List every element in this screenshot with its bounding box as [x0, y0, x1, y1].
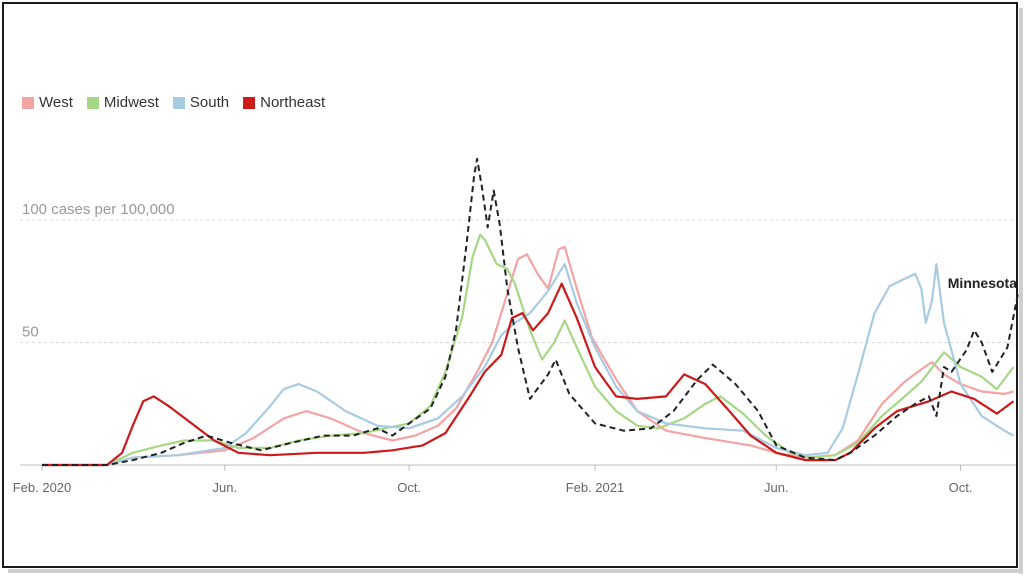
x-tick-label: Feb. 2021: [566, 480, 625, 495]
chart-legend: West Midwest South Northeast: [22, 94, 325, 111]
series-line-south: [42, 263, 1015, 467]
series-annotation-minnesota: Minnesota: [948, 275, 1017, 291]
x-tick-label: Jun.: [764, 480, 789, 495]
legend-item-northeast: Northeast: [243, 94, 325, 111]
legend-swatch: [86, 96, 99, 109]
y-grid-label-50: 50: [22, 324, 39, 341]
legend-item-midwest: Midwest: [86, 94, 159, 111]
legend-item-south: South: [172, 94, 230, 111]
legend-label: South: [189, 94, 230, 111]
frame-shadow-bottom: [8, 569, 1023, 573]
x-tick-label: Jun.: [213, 480, 238, 495]
series-line-midwest: [42, 233, 1015, 467]
frame-shadow-right: [1019, 8, 1023, 574]
legend-label: West: [39, 94, 73, 111]
legend-label: Midwest: [103, 94, 159, 111]
series-line-northeast: [42, 282, 1015, 467]
x-tick-label: Oct.: [949, 480, 973, 495]
x-tick-label: Oct.: [397, 480, 421, 495]
legend-swatch: [22, 96, 34, 109]
legend-item-west: West: [22, 94, 73, 111]
legend-swatch: [172, 96, 185, 109]
y-grid-label-100: 100 cases per 100,000: [22, 201, 175, 218]
legend-swatch: [243, 96, 256, 109]
x-tick-label: Feb. 2020: [13, 480, 72, 495]
series-line-west: [42, 245, 1014, 467]
legend-label: Northeast: [260, 94, 326, 111]
series-line-minnesota: [42, 157, 1019, 466]
